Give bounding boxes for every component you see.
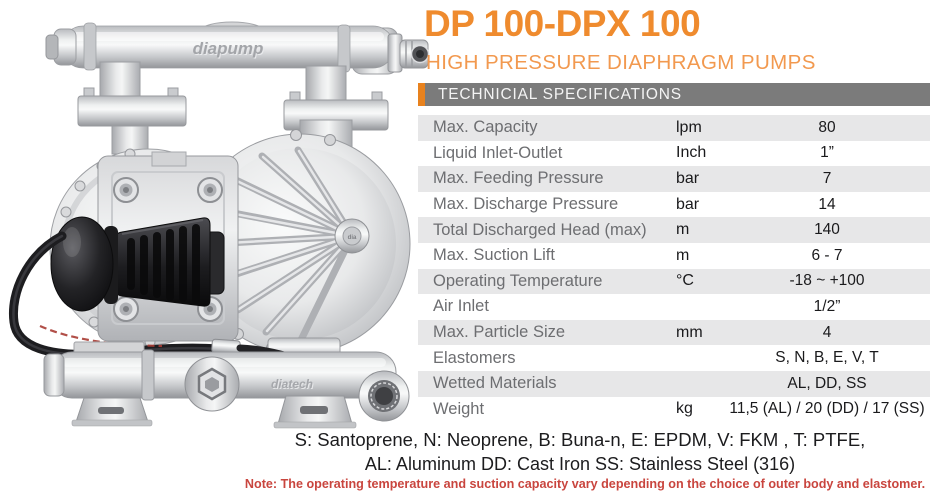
spec-label: Max. Capacity <box>433 118 538 137</box>
hub-logo: dia <box>348 235 357 241</box>
spec-label: Elastomers <box>433 348 516 367</box>
spec-row: Elastomers S, N, B, E, V, T <box>418 345 930 371</box>
pump-illustration: diapump diapump <box>8 21 430 429</box>
spec-unit: m <box>676 221 690 239</box>
spec-value: -18 ~ +100 <box>789 272 865 290</box>
block-bolts <box>113 177 223 322</box>
spec-value: 1” <box>820 144 834 162</box>
pump-bottom-manifold: diatech diatech <box>43 341 410 429</box>
spec-value: 140 <box>814 221 840 239</box>
spec-row: Air Inlet 1/2” <box>418 294 930 320</box>
spec-value: 4 <box>822 323 832 341</box>
section-header-bar: TECHNICIAL SPECIFICATIONS <box>418 83 930 106</box>
brand-emboss-highlight: diapump <box>194 40 265 59</box>
spec-value: 14 <box>818 195 836 213</box>
spec-value: S, N, B, E, V, T <box>775 349 879 367</box>
footnote: Note: The operating temperature and suct… <box>244 477 926 491</box>
spec-label: Liquid Inlet-Outlet <box>433 143 563 162</box>
page-title: DP 100-DPX 100 <box>424 3 701 44</box>
spec-label: Total Discharged Head (max) <box>433 220 647 239</box>
section-header-label: TECHNICIAL SPECIFICATIONS <box>438 85 682 103</box>
spec-label: Max. Feeding Pressure <box>433 169 604 188</box>
air-regulator <box>50 216 225 312</box>
page-subtitle: HIGH PRESSURE DIAPHRAGM PUMPS <box>426 51 816 74</box>
orange-accent-stripe <box>418 83 425 106</box>
spec-label: Max. Particle Size <box>433 323 566 342</box>
spec-value: 80 <box>818 118 836 136</box>
spec-table: Max. Capacity lpm 80 Liquid Inlet-Outlet Inc… <box>418 115 930 423</box>
elastomer-legend: S: Santoprene, N: Neoprene, B: Buna-n, E… <box>294 429 866 450</box>
spec-label: Max. Discharge Pressure <box>433 195 619 214</box>
brand-emboss-bottom-highlight: diatech <box>272 378 314 392</box>
spec-unit: lpm <box>676 118 702 136</box>
spec-label: Wetted Materials <box>433 374 557 393</box>
spec-value: 7 <box>822 169 832 187</box>
spec-unit: mm <box>676 323 703 341</box>
spec-row: Liquid Inlet-Outlet Inch 1” <box>418 140 930 167</box>
material-legend: AL: Aluminum DD: Cast Iron SS: Stainless… <box>364 454 796 474</box>
spec-unit: bar <box>676 195 700 213</box>
pump-top-manifold: diapump diapump <box>45 21 430 75</box>
spec-row: Wetted Materials AL, DD, SS <box>418 370 930 397</box>
spec-label: Weight <box>433 399 485 418</box>
spec-value: 1/2” <box>813 297 841 315</box>
brand-emboss-bottom: diatech <box>271 377 313 391</box>
spec-unit: kg <box>676 400 693 418</box>
spec-label: Air Inlet <box>433 297 489 316</box>
spec-value: AL, DD, SS <box>787 374 867 392</box>
spec-value: 6 - 7 <box>811 246 843 264</box>
spec-unit: bar <box>676 169 700 187</box>
spec-row: Max. Feeding Pressure bar 7 <box>418 166 930 192</box>
spec-row: Max. Suction Lift m 6 - 7 <box>418 242 930 269</box>
spec-label: Operating Temperature <box>433 271 603 290</box>
spec-unit: m <box>676 246 690 264</box>
spec-value: 11,5 (AL) / 20 (DD) / 17 (SS) <box>729 400 925 418</box>
brand-emboss-top: diapump <box>193 39 264 58</box>
spec-row: Max. Capacity lpm 80 <box>418 115 930 141</box>
spec-row: Operating Temperature °C -18 ~ +100 <box>418 268 930 295</box>
spec-unit: Inch <box>676 144 707 162</box>
spec-row: Weight kg 11,5 (AL) / 20 (DD) / 17 (SS) <box>418 396 930 423</box>
spec-unit: °C <box>676 272 694 290</box>
pump-photo: diapump diapump <box>0 4 436 440</box>
spec-label: Max. Suction Lift <box>433 246 555 265</box>
spec-row: Max. Particle Size mm 4 <box>418 319 930 346</box>
spec-row: Total Discharged Head (max) m 140 <box>418 217 930 243</box>
abbreviation-legend: S: Santoprene, N: Neoprene, B: Buna-n, E… <box>235 428 925 476</box>
spec-row: Max. Discharge Pressure bar 14 <box>418 191 930 218</box>
